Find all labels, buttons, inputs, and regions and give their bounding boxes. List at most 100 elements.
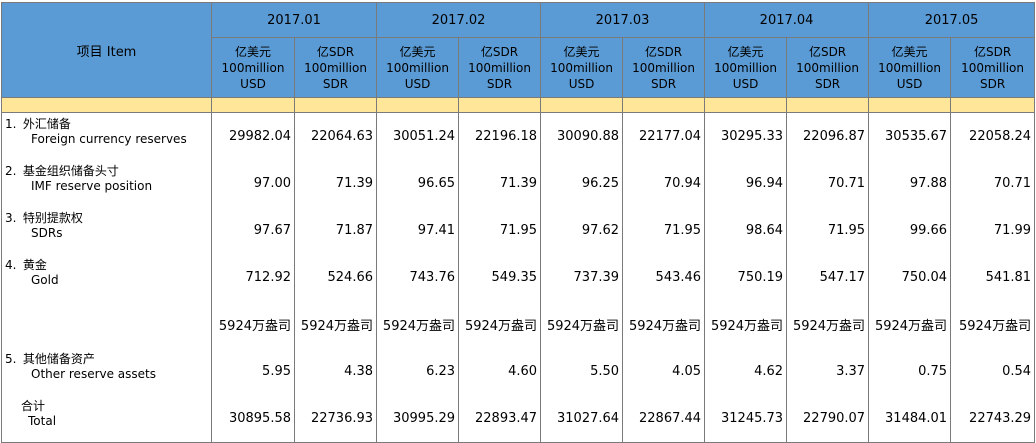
row-label: 2. 基金组织储备头寸 IMF reserve position bbox=[1, 160, 212, 207]
row-index: 3. bbox=[5, 211, 17, 225]
value-cell: 547.17 bbox=[786, 254, 870, 301]
value-cell: 4.62 bbox=[704, 348, 788, 395]
value-cell: 22058.24 bbox=[950, 112, 1036, 160]
value-cell: 97.62 bbox=[540, 207, 624, 254]
table-row: 4. 黄金 Gold 712.92 524.66 743.76 549.35 737.39 5… bbox=[1, 254, 1036, 301]
value-cell: 30995.29 bbox=[376, 395, 460, 443]
table-row: 1. 外汇储备 Foreign currency reserves 29982.04… bbox=[1, 112, 1036, 160]
unit-header-sdr: 亿SDR 100million SDR bbox=[293, 37, 378, 98]
value-cell: 543.46 bbox=[622, 254, 706, 301]
value-cell: 5924万盎司 bbox=[868, 301, 952, 348]
value-cell: 4.60 bbox=[458, 348, 542, 395]
value-cell: 5.95 bbox=[211, 348, 295, 395]
row-label-en: Other reserve assets bbox=[31, 367, 157, 381]
row-index: 2. bbox=[5, 164, 17, 178]
value-cell: 5924万盎司 bbox=[622, 301, 706, 348]
value-cell: 98.64 bbox=[704, 207, 788, 254]
value-cell: 524.66 bbox=[293, 254, 378, 301]
unit-header-sdr: 亿SDR 100million SDR bbox=[950, 37, 1036, 98]
value-cell: 71.95 bbox=[458, 207, 542, 254]
month-header: 2017.05 bbox=[868, 2, 1036, 38]
value-cell: 22736.93 bbox=[293, 395, 378, 443]
row-label: 合计 Total bbox=[1, 395, 212, 443]
value-cell: 5924万盎司 bbox=[950, 301, 1036, 348]
row-index: 5. bbox=[5, 352, 17, 366]
item-header: 项目 Item bbox=[1, 2, 212, 98]
row-label-en: Gold bbox=[31, 273, 59, 287]
value-cell: 97.88 bbox=[868, 160, 952, 207]
value-cell: 5924万盎司 bbox=[211, 301, 295, 348]
value-cell: 743.76 bbox=[376, 254, 460, 301]
value-cell: 70.94 bbox=[622, 160, 706, 207]
value-cell: 4.05 bbox=[622, 348, 706, 395]
value-cell: 5924万盎司 bbox=[458, 301, 542, 348]
value-cell: 5.50 bbox=[540, 348, 624, 395]
value-cell: 3.37 bbox=[786, 348, 870, 395]
table-row: 5924万盎司 5924万盎司 5924万盎司 5924万盎司 5924万盎司 5924万… bbox=[1, 301, 1036, 348]
value-cell: 5924万盎司 bbox=[293, 301, 378, 348]
value-cell: 22177.04 bbox=[622, 112, 706, 160]
value-cell: 750.04 bbox=[868, 254, 952, 301]
row-label-en: IMF reserve position bbox=[31, 179, 153, 193]
value-cell: 99.66 bbox=[868, 207, 952, 254]
value-cell: 5924万盎司 bbox=[540, 301, 624, 348]
value-cell: 712.92 bbox=[211, 254, 295, 301]
row-index: 4. bbox=[5, 258, 17, 272]
row-label-cn: 4. 黄金 bbox=[5, 258, 47, 272]
row-label-cn: 合计 bbox=[21, 399, 46, 413]
value-cell: 22893.47 bbox=[458, 395, 542, 443]
value-cell: 29982.04 bbox=[211, 112, 295, 160]
value-cell: 4.38 bbox=[293, 348, 378, 395]
value-cell: 71.39 bbox=[293, 160, 378, 207]
value-cell: 22064.63 bbox=[293, 112, 378, 160]
value-cell: 71.99 bbox=[950, 207, 1036, 254]
separator-row bbox=[1, 97, 1036, 113]
row-label: 4. 黄金 Gold bbox=[1, 254, 212, 301]
value-cell: 22096.87 bbox=[786, 112, 870, 160]
row-label-en: Foreign currency reserves bbox=[31, 132, 187, 146]
value-cell: 549.35 bbox=[458, 254, 542, 301]
value-cell: 71.39 bbox=[458, 160, 542, 207]
value-cell: 70.71 bbox=[786, 160, 870, 207]
month-header: 2017.02 bbox=[376, 2, 542, 38]
table-row: 3. 特别提款权 SDRs 97.67 71.87 97.41 71.95 97.62 71.… bbox=[1, 207, 1036, 254]
value-cell: 750.19 bbox=[704, 254, 788, 301]
value-cell: 737.39 bbox=[540, 254, 624, 301]
table-row: 5. 其他储备资产 Other reserve assets 5.95 4.38 6.2… bbox=[1, 348, 1036, 395]
value-cell: 5924万盎司 bbox=[376, 301, 460, 348]
value-cell: 541.81 bbox=[950, 254, 1036, 301]
value-cell: 22790.07 bbox=[786, 395, 870, 443]
unit-header-usd: 亿美元 100million USD bbox=[211, 37, 295, 98]
value-cell: 22867.44 bbox=[622, 395, 706, 443]
month-header: 2017.01 bbox=[210, 2, 378, 38]
row-label-cn: 2. 基金组织储备头寸 bbox=[5, 164, 119, 178]
value-cell: 6.23 bbox=[376, 348, 460, 395]
value-cell: 30535.67 bbox=[868, 112, 952, 160]
value-cell: 96.25 bbox=[540, 160, 624, 207]
value-cell: 70.71 bbox=[950, 160, 1036, 207]
row-label bbox=[1, 301, 212, 348]
unit-header-sdr: 亿SDR 100million SDR bbox=[458, 37, 542, 98]
row-label: 3. 特别提款权 SDRs bbox=[1, 207, 212, 254]
value-cell: 71.87 bbox=[293, 207, 378, 254]
value-cell: 31245.73 bbox=[704, 395, 788, 443]
value-cell: 5924万盎司 bbox=[704, 301, 788, 348]
table-row: 合计 Total 30895.58 22736.93 30995.29 22893.47 3… bbox=[1, 395, 1036, 443]
unit-header-usd: 亿美元 100million USD bbox=[376, 37, 460, 98]
table-row: 2. 基金组织储备头寸 IMF reserve position 97.00 71.3… bbox=[1, 160, 1036, 207]
value-cell: 97.41 bbox=[376, 207, 460, 254]
value-cell: 96.94 bbox=[704, 160, 788, 207]
value-cell: 71.95 bbox=[622, 207, 706, 254]
value-cell: 97.67 bbox=[211, 207, 295, 254]
unit-header-usd: 亿美元 100million USD bbox=[704, 37, 788, 98]
value-cell: 30295.33 bbox=[704, 112, 788, 160]
row-label: 1. 外汇储备 Foreign currency reserves bbox=[1, 112, 212, 160]
month-header: 2017.03 bbox=[540, 2, 706, 38]
value-cell: 96.65 bbox=[376, 160, 460, 207]
value-cell: 0.75 bbox=[868, 348, 952, 395]
value-cell: 31484.01 bbox=[868, 395, 952, 443]
row-label: 5. 其他储备资产 Other reserve assets bbox=[1, 348, 212, 395]
unit-header-usd: 亿美元 100million USD bbox=[540, 37, 624, 98]
unit-header-sdr: 亿SDR 100million SDR bbox=[622, 37, 706, 98]
